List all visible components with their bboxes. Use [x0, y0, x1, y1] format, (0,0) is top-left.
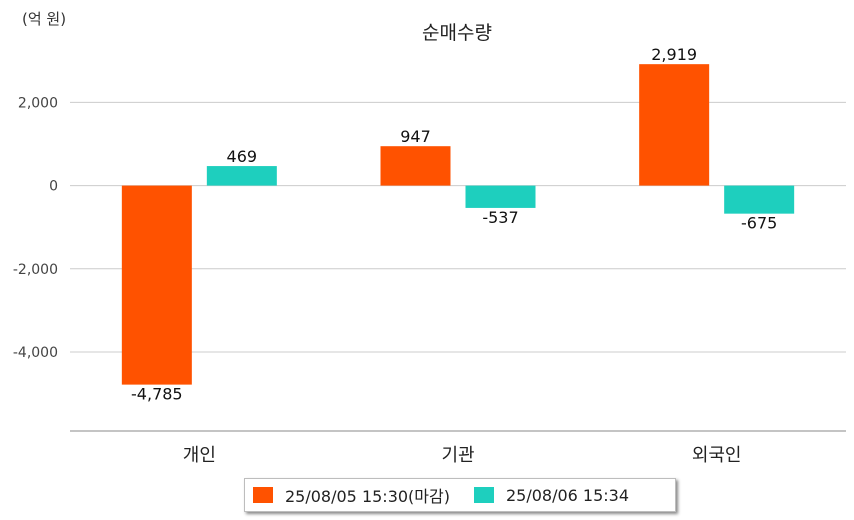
- bar-2: [465, 185, 536, 208]
- data-label: -675: [741, 214, 777, 233]
- bar-1: [380, 146, 451, 186]
- y-tick-label: -4,000: [13, 345, 58, 361]
- data-label: 947: [400, 127, 431, 146]
- data-label: 2,919: [651, 45, 697, 64]
- data-label: 469: [227, 147, 258, 166]
- data-label: -537: [482, 208, 518, 227]
- legend-label-series-1: 25/08/05 15:30(마감): [285, 487, 450, 506]
- y-tick-label: 0: [49, 179, 58, 195]
- bar-2: [724, 185, 795, 214]
- legend-label-series-2: 25/08/06 15:34: [505, 485, 630, 505]
- bar-1: [639, 64, 710, 186]
- legend-item-series-2[interactable]: 25/08/06 15:34: [473, 485, 630, 505]
- x-tick-label: 개인: [183, 445, 216, 466]
- legend-swatch-series-1: [253, 487, 273, 503]
- legend-item-series-1[interactable]: 25/08/05 15:30(마감): [253, 483, 450, 507]
- legend-swatch-series-2: [473, 487, 494, 503]
- y-tick-label: 2,000: [18, 95, 58, 111]
- y-tick-label: -2,000: [13, 262, 58, 278]
- unit-label: (억 원): [22, 10, 67, 28]
- x-tick-label: 외국인: [692, 445, 742, 466]
- bar-1: [121, 185, 192, 385]
- legend: 25/08/05 15:30(마감) 25/08/06 15:34: [244, 478, 676, 512]
- chart-title: 순매수량: [422, 22, 492, 44]
- data-label: -4,785: [131, 385, 183, 404]
- bar-2: [206, 166, 277, 186]
- x-tick-label: 기관: [441, 445, 474, 466]
